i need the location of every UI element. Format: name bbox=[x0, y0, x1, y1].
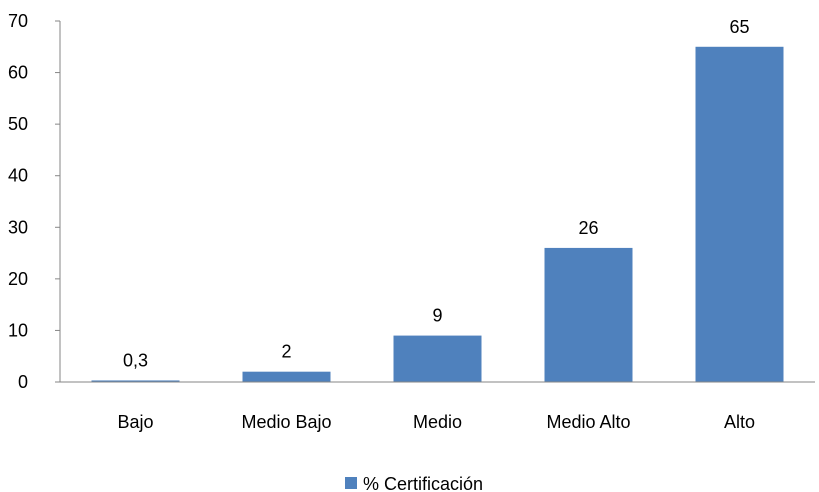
data-label: 26 bbox=[578, 218, 598, 238]
legend-swatch bbox=[345, 477, 357, 489]
bar-medio bbox=[393, 335, 482, 382]
data-labels: 0,3 2 9 26 65 bbox=[123, 17, 750, 371]
y-tick-label: 50 bbox=[8, 114, 28, 134]
bars bbox=[91, 46, 784, 383]
bar-bajo bbox=[91, 380, 180, 382]
bar-alto bbox=[695, 46, 784, 383]
y-tick-label: 30 bbox=[8, 217, 28, 237]
x-tick-label: Bajo bbox=[117, 412, 153, 432]
legend: % Certificación bbox=[345, 474, 483, 492]
y-tick-label: 20 bbox=[8, 269, 28, 289]
bar-medio-alto bbox=[544, 247, 633, 382]
x-tick-label: Medio bbox=[413, 412, 462, 432]
x-axis-labels: Bajo Medio Bajo Medio Medio Alto Alto bbox=[117, 412, 755, 432]
y-tick-label: 40 bbox=[8, 166, 28, 186]
y-tick-label: 0 bbox=[18, 372, 28, 392]
x-tick-label: Medio Bajo bbox=[241, 412, 331, 432]
y-tick-label: 70 bbox=[8, 11, 28, 31]
data-label: 0,3 bbox=[123, 350, 148, 370]
data-label: 2 bbox=[281, 342, 291, 362]
legend-label: % Certificación bbox=[363, 474, 483, 492]
x-tick-label: Alto bbox=[724, 412, 755, 432]
y-axis-ticks: 0 10 20 30 40 50 60 70 bbox=[8, 11, 60, 392]
data-label: 65 bbox=[729, 17, 749, 37]
y-tick-label: 10 bbox=[8, 320, 28, 340]
x-tick-label: Medio Alto bbox=[546, 412, 630, 432]
bar-medio-bajo bbox=[242, 371, 331, 382]
y-tick-label: 60 bbox=[8, 63, 28, 83]
data-label: 9 bbox=[432, 306, 442, 326]
